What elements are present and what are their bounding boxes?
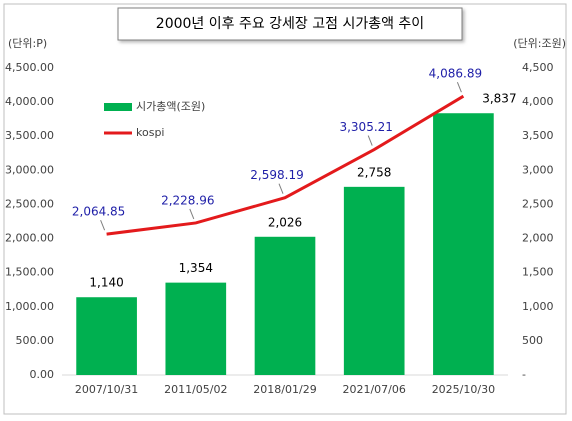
bar (433, 113, 494, 376)
y-tick-label: 0.00 (30, 368, 55, 381)
line-value-label: 2,064.85 (72, 205, 125, 219)
y2-tick-label: 3,000 (522, 163, 554, 176)
line-value-label: 3,305.21 (339, 120, 392, 134)
bar (165, 282, 227, 375)
x-tick-label: 2021/07/06 (342, 383, 405, 396)
y-tick-label: 1,000.00 (5, 300, 54, 313)
legend-label: 시가총액(조원) (136, 100, 205, 113)
line-value-label: 4,086.89 (429, 67, 482, 81)
y-tick-label: 2,500.00 (5, 197, 54, 210)
bar-value-label: 2,758 (357, 165, 391, 179)
y-tick-label: 500.00 (16, 334, 55, 347)
y-tick-label: 1,500.00 (5, 266, 54, 279)
bar-value-label: 3,837 (482, 92, 516, 106)
y2-tick-label: - (522, 368, 526, 381)
line-value-label: 2,228.96 (161, 193, 214, 207)
y2-tick-label: 4,500 (522, 61, 554, 74)
leader-line (100, 219, 106, 231)
bar (76, 297, 137, 375)
y2-tick-label: 1,000 (522, 300, 554, 313)
y-tick-label: 4,500.00 (5, 61, 54, 74)
y-tick-label: 2,000.00 (5, 232, 54, 245)
y2-tick-label: 500 (522, 334, 543, 347)
y-tick-label: 3,000.00 (5, 163, 54, 176)
x-tick-label: 2011/05/02 (164, 383, 227, 396)
y2-axis-label: (단위:조원) (513, 37, 566, 50)
y2-tick-label: 3,500 (522, 129, 554, 142)
y2-tick-label: 2,000 (522, 232, 554, 245)
x-tick-label: 2007/10/31 (75, 383, 138, 396)
line-series (106, 94, 465, 236)
leader-line (189, 208, 195, 220)
y-tick-label: 3,500.00 (5, 129, 54, 142)
y2-tick-label: 4,000 (522, 95, 554, 108)
bar-value-label: 1,140 (89, 276, 123, 290)
y2-tick-label: 1,500 (522, 266, 554, 279)
leader-line (456, 81, 462, 93)
y-axis-label: (단위:P) (8, 37, 47, 50)
title-box (117, 7, 463, 41)
bar-value-label: 2,026 (268, 215, 302, 229)
bar (254, 236, 316, 375)
x-tick-label: 2018/01/29 (253, 383, 316, 396)
y2-tick-label: 2,500 (522, 197, 554, 210)
legend-swatch (104, 103, 132, 111)
leader-line (367, 135, 373, 146)
x-tick-label: 2025/10/30 (432, 383, 495, 396)
y-tick-label: 4,000.00 (5, 95, 54, 108)
line-value-label: 2,598.19 (250, 168, 303, 182)
legend-label: kospi (136, 126, 164, 139)
bar-value-label: 1,354 (179, 261, 213, 275)
bar (343, 186, 405, 375)
chart-title: 2000년 이후 주요 강세장 고점 시가총액 추이 (156, 16, 424, 32)
leader-line (278, 183, 284, 194)
